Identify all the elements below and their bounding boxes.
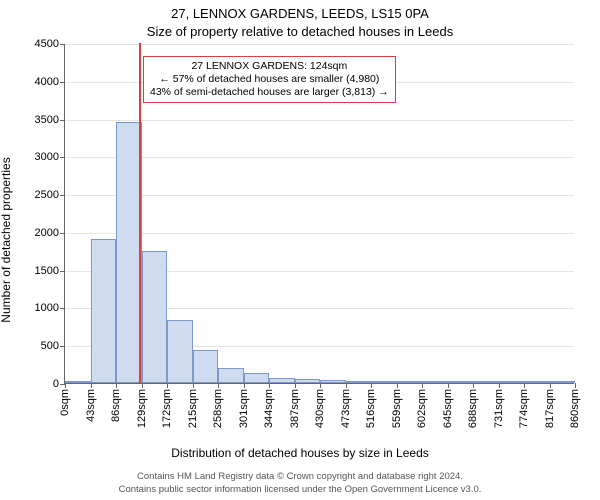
x-tick-mark xyxy=(65,383,66,388)
x-tick-label: 473sqm xyxy=(340,389,352,428)
x-axis-label: Distribution of detached houses by size … xyxy=(0,446,600,460)
x-tick-label: 86sqm xyxy=(110,389,122,422)
histogram-bar xyxy=(244,373,270,383)
x-tick-mark xyxy=(218,383,219,388)
x-tick-label: 860sqm xyxy=(569,389,581,428)
histogram-bar xyxy=(167,320,193,383)
x-tick-label: 688sqm xyxy=(467,389,479,428)
x-tick-label: 559sqm xyxy=(391,389,403,428)
x-tick-mark xyxy=(295,383,296,388)
x-tick-label: 430sqm xyxy=(314,389,326,428)
x-tick-mark xyxy=(116,383,117,388)
histogram-bar xyxy=(218,368,244,383)
x-tick-mark xyxy=(575,383,576,388)
x-tick-mark xyxy=(346,383,347,388)
y-tick-label: 3000 xyxy=(35,151,65,163)
x-tick-mark xyxy=(269,383,270,388)
x-tick-label: 731sqm xyxy=(493,389,505,428)
y-tick-label: 4000 xyxy=(35,76,65,88)
histogram-bar xyxy=(371,381,397,383)
y-tick-label: 500 xyxy=(41,340,65,352)
y-tick-label: 1500 xyxy=(35,265,65,277)
histogram-bar xyxy=(473,381,499,383)
x-tick-mark xyxy=(91,383,92,388)
annotation-line: ← 57% of detached houses are smaller (4,… xyxy=(150,73,389,86)
x-tick-mark xyxy=(422,383,423,388)
x-tick-mark xyxy=(320,383,321,388)
histogram-bar xyxy=(346,381,372,383)
x-tick-label: 43sqm xyxy=(85,389,97,422)
histogram-bar xyxy=(295,379,321,383)
gridline xyxy=(65,120,574,121)
x-tick-label: 0sqm xyxy=(59,389,71,416)
histogram-bar xyxy=(65,381,91,383)
x-tick-label: 129sqm xyxy=(136,389,148,428)
chart-title-line1: 27, LENNOX GARDENS, LEEDS, LS15 0PA xyxy=(0,6,600,21)
histogram-bar xyxy=(397,381,423,383)
y-axis-label: Number of detached properties xyxy=(0,157,13,322)
y-tick-label: 1000 xyxy=(35,302,65,314)
x-tick-mark xyxy=(550,383,551,388)
x-tick-label: 387sqm xyxy=(289,389,301,428)
y-tick-label: 2500 xyxy=(35,189,65,201)
chart-container: 27, LENNOX GARDENS, LEEDS, LS15 0PA Size… xyxy=(0,0,600,500)
x-tick-label: 645sqm xyxy=(442,389,454,428)
x-tick-mark xyxy=(371,383,372,388)
x-tick-mark xyxy=(499,383,500,388)
x-tick-mark xyxy=(397,383,398,388)
histogram-bar xyxy=(269,378,295,383)
x-tick-mark xyxy=(193,383,194,388)
annotation-line: 43% of semi-detached houses are larger (… xyxy=(150,86,389,99)
plot-area: 0500100015002000250030003500400045000sqm… xyxy=(64,44,574,384)
x-tick-label: 215sqm xyxy=(187,389,199,428)
x-tick-mark xyxy=(142,383,143,388)
histogram-bar xyxy=(524,381,550,383)
x-tick-label: 258sqm xyxy=(212,389,224,428)
y-tick-label: 3500 xyxy=(35,114,65,126)
x-tick-mark xyxy=(448,383,449,388)
x-tick-mark xyxy=(244,383,245,388)
histogram-bar xyxy=(499,381,525,383)
histogram-bar xyxy=(193,350,219,383)
x-tick-label: 817sqm xyxy=(544,389,556,428)
histogram-bar xyxy=(320,380,346,383)
histogram-bar xyxy=(550,381,576,383)
x-tick-mark xyxy=(167,383,168,388)
y-tick-label: 2000 xyxy=(35,227,65,239)
x-tick-mark xyxy=(473,383,474,388)
x-tick-label: 602sqm xyxy=(416,389,428,428)
marker-line xyxy=(139,43,141,383)
y-tick-label: 4500 xyxy=(35,38,65,50)
x-tick-label: 516sqm xyxy=(365,389,377,428)
histogram-bar xyxy=(142,251,168,383)
footer-line2: Contains public sector information licen… xyxy=(0,484,600,495)
x-tick-label: 774sqm xyxy=(518,389,530,428)
annotation-line: 27 LENNOX GARDENS: 124sqm xyxy=(150,60,389,73)
x-tick-label: 172sqm xyxy=(161,389,173,428)
x-tick-label: 344sqm xyxy=(263,389,275,428)
x-tick-mark xyxy=(524,383,525,388)
annotation-box: 27 LENNOX GARDENS: 124sqm← 57% of detach… xyxy=(143,56,396,103)
histogram-bar xyxy=(91,239,117,383)
histogram-bar xyxy=(422,381,448,383)
chart-title-line2: Size of property relative to detached ho… xyxy=(0,24,600,39)
x-tick-label: 301sqm xyxy=(238,389,250,428)
gridline xyxy=(65,44,574,45)
histogram-bar xyxy=(448,381,474,383)
footer-line1: Contains HM Land Registry data © Crown c… xyxy=(0,471,600,482)
